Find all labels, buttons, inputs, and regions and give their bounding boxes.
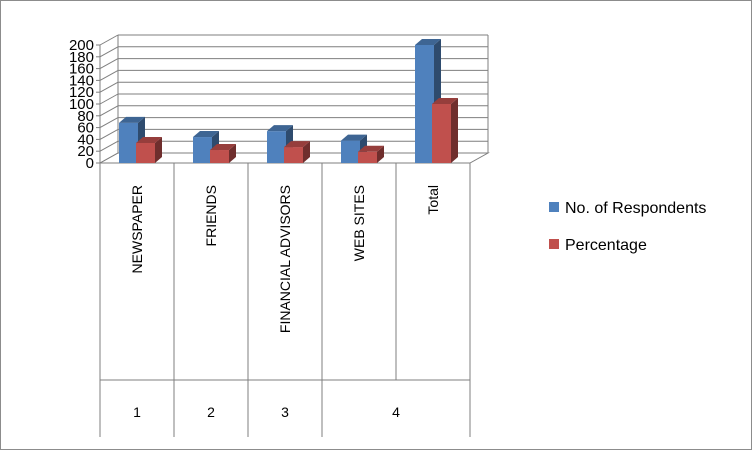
bar-percentage-3 [358, 145, 384, 163]
legend-label: No. of Respondents [565, 200, 706, 217]
y-tick-label: 200 [69, 37, 94, 54]
category-label: NEWSPAPER [129, 185, 145, 273]
bar-percentage-2 [284, 141, 310, 163]
y-tick-label: 120 [69, 84, 94, 101]
gridline-side [99, 69, 119, 81]
gridline-side [99, 152, 119, 164]
y-tick-label: 40 [77, 131, 94, 148]
y-tick-label: 80 [77, 108, 94, 125]
gridline-side [99, 128, 119, 140]
y-tick-label: 20 [77, 143, 94, 160]
bar-percentage-0 [136, 136, 162, 163]
category-index-label: 3 [281, 404, 289, 420]
bar-percentage-1 [210, 144, 236, 163]
y-tick-label: 100 [69, 96, 94, 113]
bar-percentage-4 [432, 98, 458, 163]
gridline-side [99, 58, 119, 70]
legend-label: Percentage [565, 237, 647, 254]
y-tick-label: 180 [69, 49, 94, 66]
gridline-side [99, 46, 119, 58]
category-index-label: 2 [207, 404, 215, 420]
y-tick-label: 0 [86, 155, 94, 172]
category-index-label: 1 [133, 404, 141, 420]
gridline-side [99, 81, 119, 93]
legend: No. of Respondents Percentage [549, 200, 706, 254]
y-tick-label: 60 [77, 120, 94, 137]
gridline-side [99, 34, 119, 46]
y-tick-label: 140 [69, 72, 94, 89]
gridline-side [99, 105, 119, 117]
category-table: NEWSPAPER FRIENDS FINANCIAL ADVISORS WEB SI… [99, 163, 471, 437]
category-label: FRIENDS [203, 185, 219, 246]
gridline-side [99, 93, 119, 105]
category-label: WEB SITES [351, 185, 367, 261]
legend-swatch [549, 239, 559, 249]
gridline-side [99, 117, 119, 129]
gridline-side [99, 140, 119, 152]
y-tick-label: 160 [69, 61, 94, 78]
category-label: Total [425, 185, 441, 215]
bars [119, 39, 458, 163]
category-label: FINANCIAL ADVISORS [277, 185, 293, 333]
bar-respondents-0 [119, 116, 145, 163]
legend-swatch [549, 202, 559, 212]
category-index-label: 4 [392, 404, 400, 420]
